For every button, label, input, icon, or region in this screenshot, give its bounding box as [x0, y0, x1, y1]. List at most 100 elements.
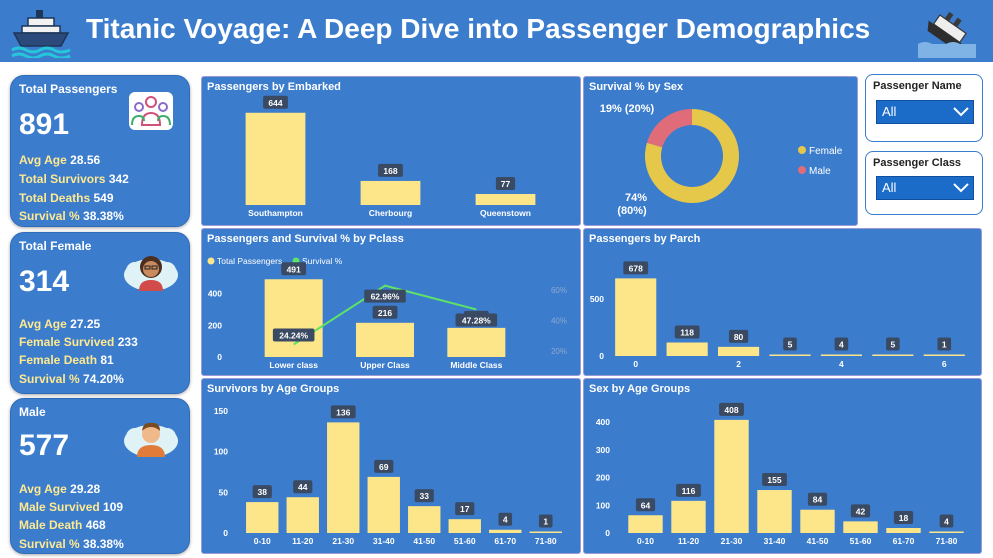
x-tick-label: 71-80 [936, 536, 958, 546]
bar [628, 515, 663, 533]
kpi-line: Male Survived 109 [19, 500, 124, 514]
legend-marker [798, 166, 806, 174]
dropdown-value: All [882, 180, 897, 195]
slice-label: 19% (20%) [600, 103, 655, 115]
bar [529, 531, 562, 533]
data-label-bg [538, 514, 553, 528]
y2-tick-label: 20% [551, 347, 567, 356]
data-label: 678 [629, 263, 643, 273]
y-tick-label: 0 [217, 352, 222, 362]
x-tick-label: 41-50 [807, 536, 829, 546]
data-label-bg [834, 337, 849, 351]
y-tick-label: 400 [208, 289, 222, 299]
data-label: 1 [942, 340, 947, 350]
data-label-bg [455, 502, 475, 516]
x-tick-label: 51-60 [454, 536, 476, 546]
kpi-line: Survival % 38.38% [19, 537, 124, 551]
passenger-class-dropdown[interactable]: All [876, 176, 974, 200]
bar [264, 279, 323, 357]
survivors-age-bar-chart: 38 0-10 44 11-20 136 21-30 69 31-40 33 41-50 17 51-… [214, 405, 562, 546]
data-label: 80 [734, 332, 744, 342]
bar [286, 497, 319, 533]
chart-panel-pclass: Passengers and Survival % by Pclass Tota… [201, 228, 581, 376]
data-label-bg [252, 485, 272, 499]
kpi-line: Avg Age 29.28 [19, 482, 101, 496]
sex-donut-chart: 19% (20%) 74%(80%) Female Male [600, 103, 843, 217]
data-label: 62.96% [371, 292, 400, 302]
bar [769, 354, 811, 356]
kpi-title: Male [19, 405, 46, 419]
y-tick-label: 50 [219, 487, 229, 497]
bar [448, 519, 481, 533]
bar [367, 476, 400, 533]
bar [245, 112, 306, 205]
x-tick-label: Middle Class [450, 360, 502, 370]
bar [923, 354, 965, 356]
kpi-card-male: Male 577 Avg Age 29.28 Male Survived 109… [10, 398, 190, 554]
chart-title: Sex by Age Groups [589, 383, 691, 395]
data-label: 491 [287, 264, 301, 274]
bar [714, 419, 749, 533]
donut-slice [646, 109, 692, 148]
dropdown-value: All [882, 104, 897, 119]
bar [489, 529, 522, 533]
data-label-bg [374, 459, 394, 473]
x-tick-label: 41-50 [413, 536, 435, 546]
chart-panel-survivors-age: Survivors by Age Groups 38 0-10 44 11-20 136… [201, 378, 581, 554]
data-label: 17 [460, 504, 470, 514]
data-label: 77 [501, 179, 511, 189]
male-avatar-icon [123, 415, 179, 464]
data-label: 69 [379, 462, 389, 472]
y-tick-label: 100 [596, 500, 610, 510]
y-tick-label: 300 [596, 445, 610, 455]
data-label-bg [719, 402, 744, 416]
kpi-value: 577 [19, 429, 70, 462]
kpi-line: Survival % 38.38% [19, 209, 124, 223]
bar [246, 502, 279, 533]
pclass-combo-chart: Total Passengers Survival % 0 200 400 20% 40% 6… [207, 256, 567, 370]
y2-tick-label: 60% [551, 286, 567, 295]
x-tick-label: Queenstown [480, 208, 531, 218]
bar [757, 490, 792, 533]
data-label-bg [378, 163, 403, 177]
x-tick-label: 2 [736, 359, 741, 369]
data-label: 5 [890, 340, 895, 350]
sex-age-bar-chart: 64 0-10 116 11-20 408 21-30 155 31-40 84 41-50 42 5… [596, 402, 964, 546]
data-label: 116 [682, 486, 696, 496]
data-label: 4 [944, 517, 949, 527]
x-tick-label: 71-80 [535, 536, 557, 546]
slicer-passenger-name: Passenger Name All [865, 74, 983, 142]
kpi-line: Avg Age 28.56 [19, 153, 101, 167]
data-label: 5 [788, 340, 793, 350]
x-tick-label: Lower class [269, 360, 318, 370]
kpi-card-female: Total Female 314 Avg Age 27.25 Female Su… [10, 232, 190, 394]
data-label-bg [281, 262, 307, 276]
data-label-bg [937, 337, 952, 351]
y-tick-label: 500 [590, 294, 604, 304]
kpi-value: 314 [19, 265, 70, 298]
y-tick-label: 200 [208, 320, 222, 330]
x-tick-label: 11-20 [678, 536, 700, 546]
x-tick-label: 21-30 [721, 536, 743, 546]
data-label: 4 [839, 340, 844, 350]
kpi-card-total: Total Passengers 891 Avg Age 28.56 Total… [10, 75, 190, 227]
kpi-line: Total Survivors 342 [19, 172, 129, 186]
x-tick-label: 31-40 [373, 536, 395, 546]
data-label-bg [272, 328, 315, 342]
slicer-label: Passenger Class [873, 157, 962, 169]
legend-marker [798, 146, 806, 154]
passenger-name-dropdown[interactable]: All [876, 100, 974, 124]
y-tick-label: 100 [214, 447, 228, 457]
data-label-bg [623, 261, 649, 275]
data-label-bg [495, 176, 516, 190]
data-label-bg [939, 514, 954, 528]
bar [666, 342, 708, 356]
data-label-bg [263, 95, 288, 109]
data-label-bg [807, 492, 828, 506]
chart-panel-parch: Passengers by Parch 678 118 80 5 4 5 1 0 2 4 6 0 500 [583, 228, 982, 376]
data-label-bg [372, 305, 398, 319]
chart-title: Passengers and Survival % by Pclass [207, 233, 404, 245]
slice-label: (80%) [617, 205, 647, 217]
bar [718, 346, 760, 356]
y2-tick-label: 40% [551, 317, 567, 326]
